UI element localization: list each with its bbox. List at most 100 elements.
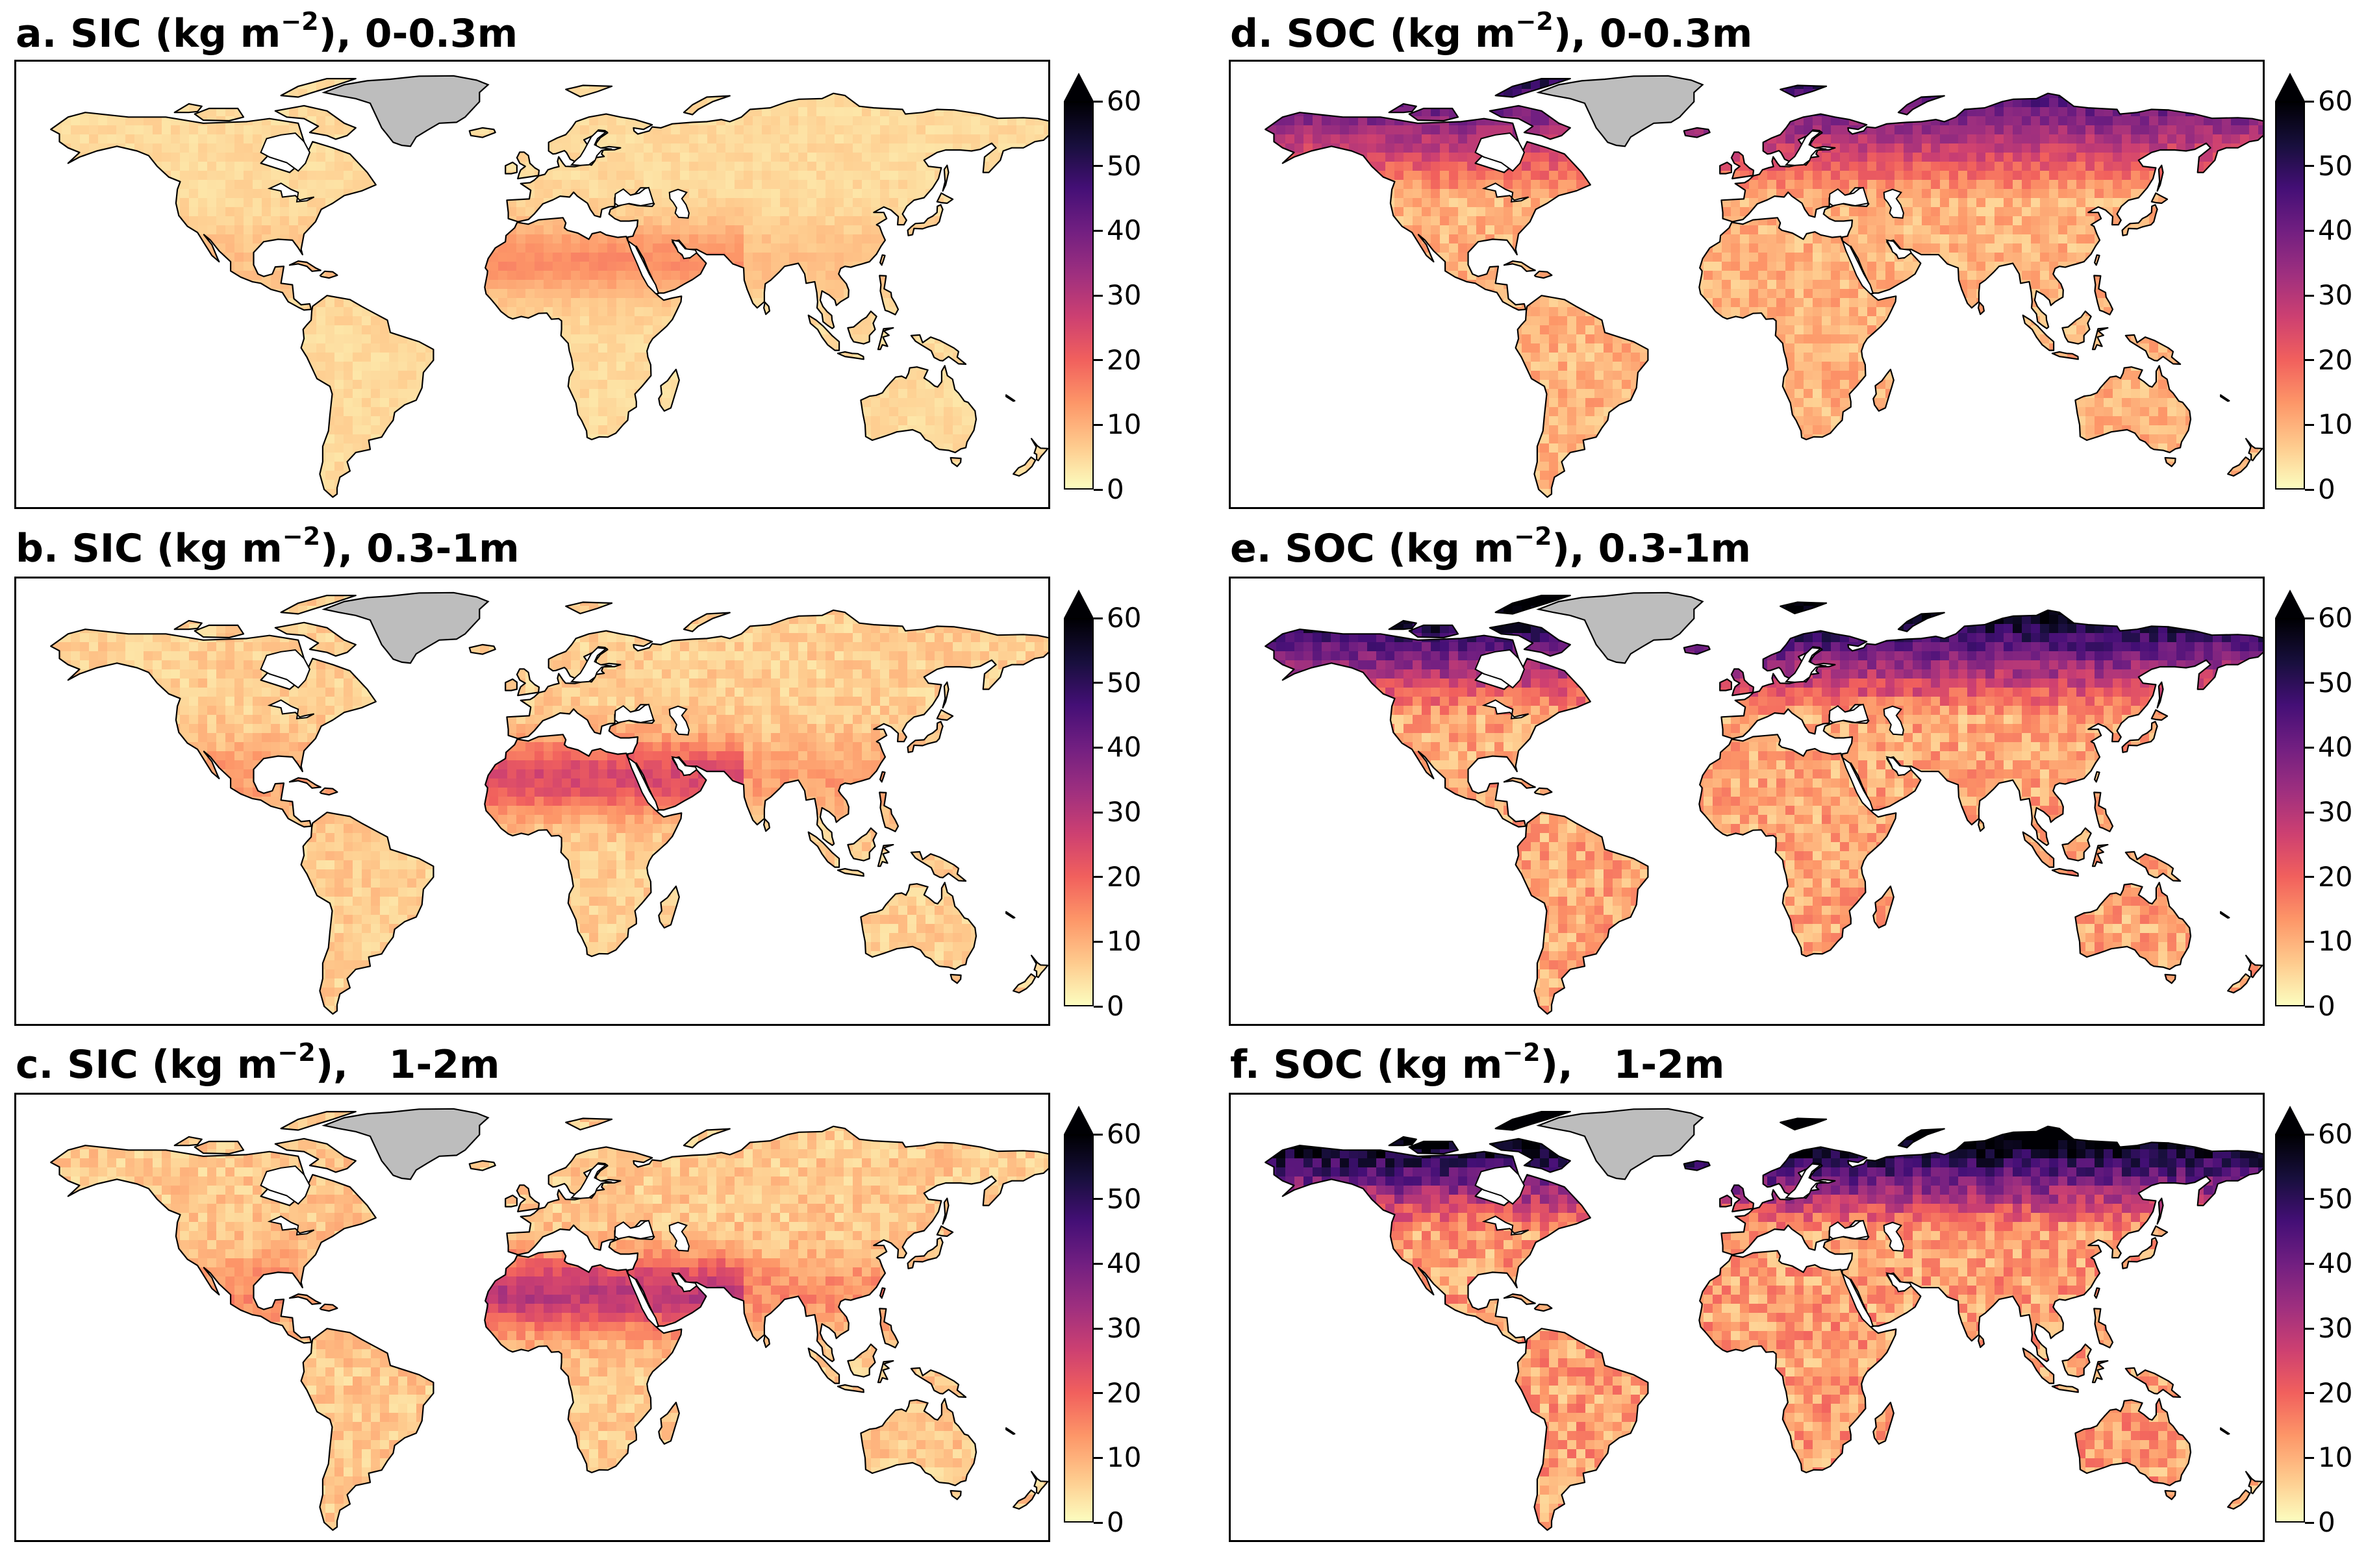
water-caspian — [1883, 188, 1904, 219]
coast-madagascar — [658, 368, 680, 412]
coast-gbritain — [516, 668, 540, 697]
coast-srilanka — [762, 1334, 771, 1349]
colorbar-tick-label: 20 — [2318, 1379, 2352, 1407]
land-raster-a — [51, 79, 1048, 497]
coast-ellesmere — [280, 1111, 357, 1131]
title-unit-post: ), — [320, 526, 366, 571]
map-svg-e — [1265, 591, 2263, 1015]
coast-sulawesi — [2091, 1360, 2109, 1384]
colorbar-tick-label: 0 — [1107, 1509, 1124, 1536]
water-bodies-e — [1474, 647, 1913, 812]
colorbar-tick-label: 20 — [1107, 1379, 1141, 1407]
water-persian — [1885, 1272, 1913, 1293]
coast-nznorth — [1030, 1471, 1048, 1495]
water-hudson — [1474, 132, 1525, 172]
colorbar-tick — [1094, 876, 1103, 878]
colorbar-tick-label: 40 — [1107, 217, 1141, 244]
coast-ellesmere — [280, 78, 357, 98]
coast-sulawesi — [2091, 327, 2109, 351]
coast-philippines — [879, 791, 900, 832]
title-unit-post: ), — [1552, 526, 1598, 571]
coast-borneo — [847, 310, 877, 345]
coast-gbritain — [1730, 151, 1755, 180]
coast-taiwan — [2093, 254, 2100, 266]
title-unit-post: ), — [1541, 1042, 1614, 1088]
coast-java — [2051, 867, 2079, 877]
coast-africa — [1698, 217, 1897, 441]
coast-novaya — [683, 1128, 731, 1149]
coast-borneo — [847, 1343, 877, 1378]
colorbar-tick — [2305, 1456, 2314, 1459]
water-hudson — [260, 132, 310, 172]
coast-java — [837, 1384, 864, 1393]
colorbar-tick — [2305, 1521, 2314, 1524]
coast-sulawesi — [877, 327, 894, 351]
title-variable: SIC — [72, 526, 157, 571]
coast-hokkaido — [2150, 192, 2169, 205]
coast-sakhalin — [2156, 164, 2164, 192]
coast-svalbard — [1780, 1117, 1828, 1131]
coast-madagascar — [658, 885, 680, 929]
colorbar-extend-arrow — [1064, 590, 1094, 618]
coast-baffin — [274, 621, 357, 657]
coast-java — [2051, 351, 2079, 360]
water-persian — [1885, 756, 1913, 777]
coast-madagascar — [1872, 1401, 1894, 1445]
title-unit-exp: −2 — [277, 1038, 315, 1067]
coast-philippines — [2093, 1308, 2114, 1349]
colorbar-tick-label: 0 — [2318, 993, 2335, 1020]
colorbar-tick — [1094, 100, 1103, 103]
colorbar-tick-label: 50 — [1107, 669, 1141, 697]
colorbar-tick-label: 10 — [2318, 928, 2352, 955]
colorbar-c — [1064, 1134, 1094, 1523]
coast-taiwan — [2093, 771, 2100, 783]
coast-srilanka — [1977, 301, 1985, 316]
water-black — [1828, 1219, 1869, 1239]
colorbar-tick — [2305, 1392, 2314, 1395]
colorbar-tick-label: 20 — [1107, 346, 1141, 374]
colorbar-tick-label: 10 — [1107, 928, 1141, 955]
colorbar-tick — [2305, 165, 2314, 168]
colorbar-tick — [2305, 682, 2314, 684]
water-persian — [1885, 239, 1913, 260]
water-black — [614, 186, 655, 206]
coast-cuba — [288, 777, 321, 789]
water-hudson — [260, 649, 310, 689]
greenland — [321, 75, 490, 147]
title-variable: SIC — [70, 11, 155, 56]
coast-hokkaido — [2150, 709, 2169, 721]
map-f — [1229, 1093, 2265, 1542]
coast-taiwan — [879, 1287, 886, 1299]
coast-banks — [1388, 103, 1417, 114]
coastlines-c — [50, 1111, 1048, 1531]
title-unit-exp: −2 — [1514, 522, 1552, 551]
coast-borneo — [2061, 310, 2092, 345]
coast-srilanka — [1977, 818, 1985, 832]
colorbar-tick — [2305, 1262, 2314, 1265]
coast-gbritain — [516, 151, 540, 180]
colorbar-tick-label: 0 — [1107, 993, 1124, 1020]
coast-africa — [1698, 734, 1897, 958]
coast-ellesmere — [1494, 1111, 1571, 1131]
coast-japan — [2121, 204, 2158, 236]
water-bodies-b — [260, 647, 698, 812]
colorbar-tick-label: 50 — [2318, 1185, 2352, 1213]
colorbar-extend-arrow — [1064, 1106, 1094, 1134]
coast-tasmania — [950, 1489, 962, 1500]
coast-novaya — [1897, 612, 1945, 632]
colorbar-tick-label: 30 — [1107, 1315, 1141, 1342]
water-persian — [671, 1272, 698, 1293]
coast-australia — [2074, 882, 2192, 971]
greenland — [321, 591, 490, 664]
coast-hispaniola — [1533, 787, 1553, 796]
land-raster-e — [1265, 595, 2263, 1014]
coast-ireland — [505, 678, 518, 691]
panel-title-c: c. SIC (kg m−2), 1-2m — [16, 1040, 500, 1084]
coast-ellesmere — [1494, 78, 1571, 98]
colorbar-extend-arrow — [2275, 590, 2305, 618]
colorbar-tick — [2305, 229, 2314, 232]
title-letter: d. — [1230, 11, 1287, 56]
colorbar-tick — [1094, 1005, 1103, 1008]
title-variable: SOC — [1287, 11, 1390, 56]
coast-victoria — [1408, 624, 1459, 639]
